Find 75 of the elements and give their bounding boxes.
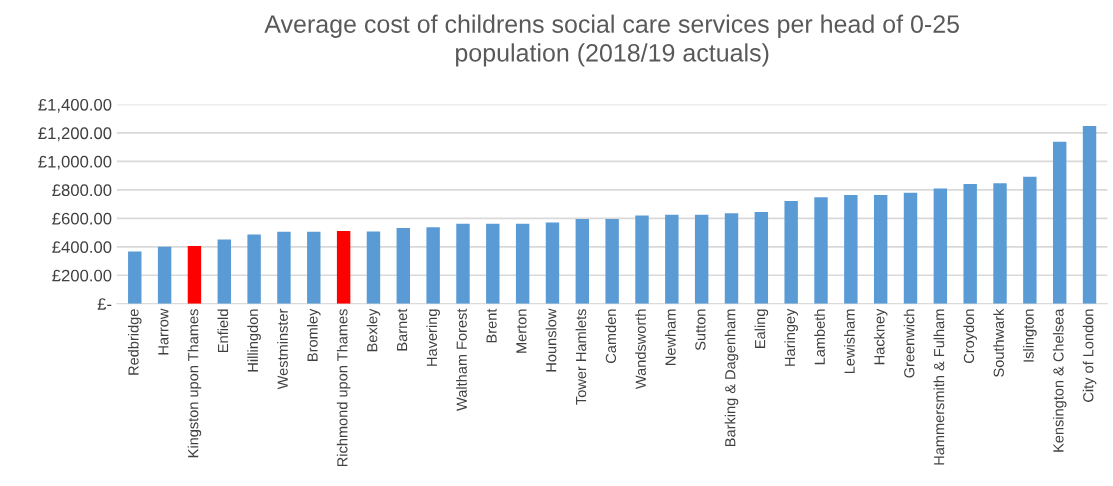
x-tick-label: Sutton: [695, 309, 706, 351]
x-tick-label: Hackney: [873, 308, 888, 365]
chart-title: Average cost of childrens social care services per head of 0-25 population (2018/19 actuals): [264, 14, 959, 67]
x-tick-label: Waltham Forest: [456, 308, 467, 411]
bar: [456, 223, 470, 304]
bar: [694, 214, 709, 304]
x-tick-label: Westminster: [277, 308, 288, 390]
x-tick-label: Southwark: [993, 308, 1004, 377]
x-tick-label: Islington: [1023, 309, 1037, 362]
bar: [933, 188, 948, 304]
x-tick-label: Kensington & Chelsea: [1052, 308, 1067, 452]
bar: [754, 211, 769, 304]
bar: [575, 219, 590, 304]
x-tick-label: Ealing: [754, 309, 769, 348]
x-tick-label: Hillingdon: [247, 309, 261, 372]
bar: [873, 195, 888, 304]
bar: [814, 197, 828, 304]
bar: [635, 215, 649, 304]
x-tick-label: Bromley: [306, 308, 321, 361]
bar: [128, 251, 142, 304]
x-tick-label: Kingston upon Thames: [187, 309, 202, 458]
x-tick-label: Hounslow: [545, 308, 557, 372]
x-tick-label: Richmond upon Thames: [336, 309, 351, 467]
bar: [724, 213, 739, 304]
x-tick-label: Croydon: [963, 309, 977, 363]
bar: [993, 183, 1007, 304]
x-tick-label: Tower Hamlets: [575, 309, 587, 405]
x-tick-label: Lewisham: [844, 309, 855, 374]
x-tick-label: Bexley: [366, 308, 381, 352]
y-tick-label: £800.00: [52, 184, 112, 197]
bar: [247, 234, 261, 304]
x-tick-label: Wandsworth: [635, 309, 646, 390]
x-tick-label: Barnet: [397, 308, 408, 351]
y-tick-label: £1,200.00: [38, 127, 112, 142]
x-tick-label: Haringey: [784, 308, 798, 366]
bar: [665, 214, 679, 304]
bar: [396, 228, 411, 304]
y-tick-label: £-: [97, 298, 112, 310]
x-tick-label: Camden: [605, 309, 617, 363]
x-tick-label: Hammersmith & Fulham: [933, 309, 945, 465]
bar: [784, 200, 798, 304]
bar: [515, 223, 530, 304]
x-tick-label: Brent: [486, 308, 497, 343]
y-tick-label: £600.00: [52, 212, 112, 225]
x-tick-label: City of London: [1082, 309, 1097, 402]
bar: [157, 246, 172, 304]
bar: [1023, 176, 1037, 304]
y-tick-label: £200.00: [52, 269, 112, 282]
bar: [426, 227, 440, 304]
bar: [187, 246, 202, 304]
bar: [277, 231, 291, 304]
bar: [903, 192, 918, 304]
y-tick-label: £1,000.00: [38, 155, 112, 170]
x-tick-label: Lambeth: [814, 309, 825, 365]
bar: [545, 222, 560, 304]
bar: [366, 231, 381, 304]
x-tick-label: Havering: [426, 309, 440, 366]
x-tick-label: Harrow: [158, 308, 169, 355]
x-tick-label: Greenwich: [903, 309, 915, 378]
bar: [1052, 141, 1067, 304]
x-tick-label: Newham: [665, 309, 676, 365]
bar: [217, 239, 231, 304]
x-tick-label: Barking & Dagenham: [724, 309, 739, 447]
bar: [1082, 126, 1097, 304]
bar: [307, 231, 321, 304]
bar: [336, 231, 351, 304]
bar: [486, 223, 500, 304]
x-tick-label: Merton: [516, 309, 527, 353]
x-tick-label: Redbridge: [127, 309, 142, 375]
bar: [605, 219, 619, 304]
bar: [844, 195, 858, 304]
bar: [963, 184, 977, 304]
x-tick-label: Enfield: [217, 309, 229, 352]
y-tick-label: £1,400.00: [38, 98, 112, 113]
y-tick-label: £400.00: [52, 241, 112, 254]
